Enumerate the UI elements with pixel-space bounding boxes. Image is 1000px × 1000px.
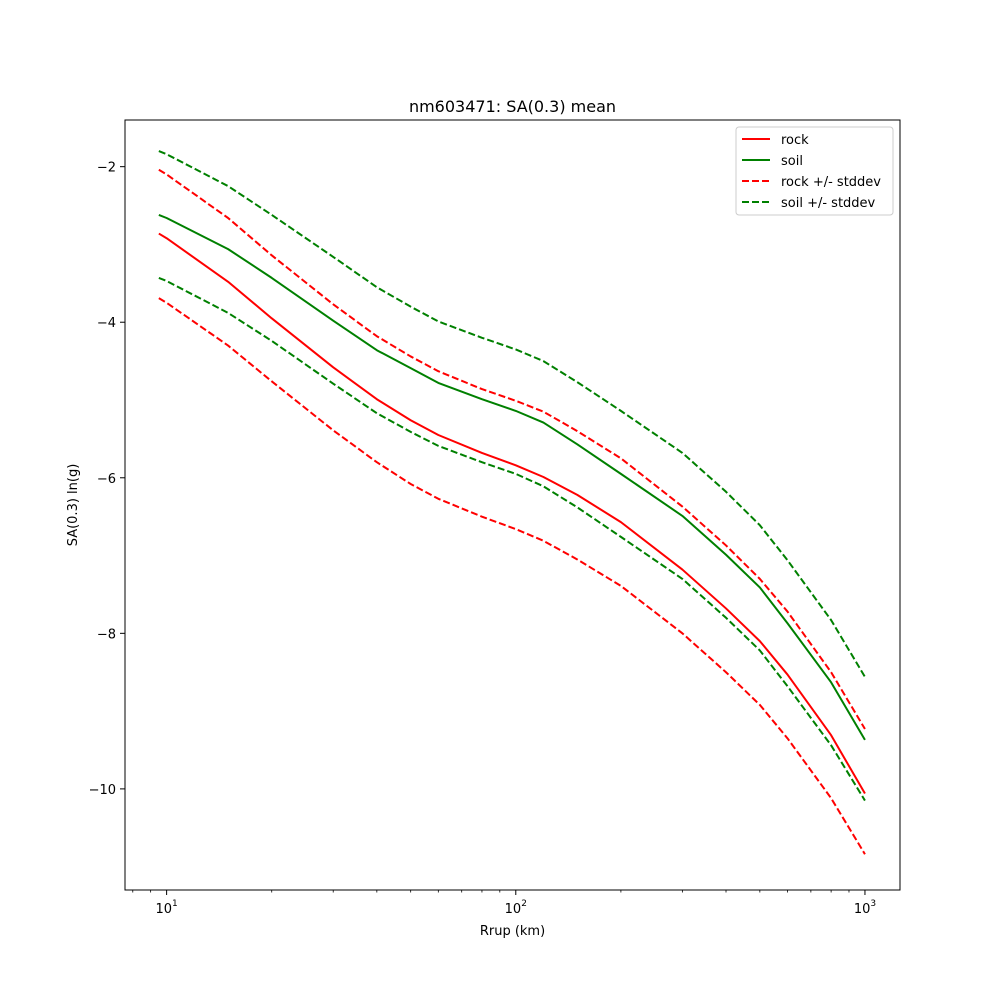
x-axis-label: Rrup (km) bbox=[480, 924, 545, 939]
series-line-1 bbox=[158, 213, 866, 741]
x-tick-label: 101 bbox=[155, 899, 177, 917]
chart-title: nm603471: SA(0.3) mean bbox=[409, 97, 616, 116]
legend-label: rock bbox=[781, 133, 809, 148]
series-line-3 bbox=[158, 297, 866, 855]
x-tick-label-exponent: 3 bbox=[870, 899, 876, 909]
series-line-5 bbox=[158, 276, 866, 802]
x-tick-label-base: 10 bbox=[505, 902, 522, 917]
legend-label: soil +/- stddev bbox=[781, 196, 876, 211]
y-tick-label: −10 bbox=[89, 783, 116, 798]
y-tick-label: −6 bbox=[97, 472, 116, 487]
legend-label: soil bbox=[781, 154, 803, 169]
series-line-0 bbox=[158, 232, 866, 795]
plot-frame bbox=[124, 119, 901, 891]
series-layer bbox=[158, 150, 866, 855]
y-tick-label: −8 bbox=[97, 627, 116, 642]
x-tick-label-base: 10 bbox=[155, 902, 172, 917]
legend: rock soil rock +/- stddev soil +/- stddev bbox=[735, 126, 894, 216]
x-tick-label-base: 10 bbox=[854, 902, 871, 917]
x-tick-label: 102 bbox=[505, 899, 527, 917]
y-tick-label: −2 bbox=[97, 161, 116, 176]
y-axis: −2 −4 −6 −8 −10 bbox=[89, 161, 125, 798]
y-tick-label: −4 bbox=[97, 316, 116, 331]
series-line-2 bbox=[158, 168, 866, 730]
x-tick-label: 103 bbox=[854, 899, 876, 917]
series-line-4 bbox=[158, 150, 866, 678]
y-axis-label: SA(0.3) ln(g) bbox=[66, 464, 81, 547]
legend-box bbox=[735, 126, 894, 216]
legend-label: rock +/- stddev bbox=[781, 175, 881, 190]
x-tick-label-exponent: 1 bbox=[172, 899, 178, 909]
x-tick-label-exponent: 2 bbox=[521, 899, 527, 909]
